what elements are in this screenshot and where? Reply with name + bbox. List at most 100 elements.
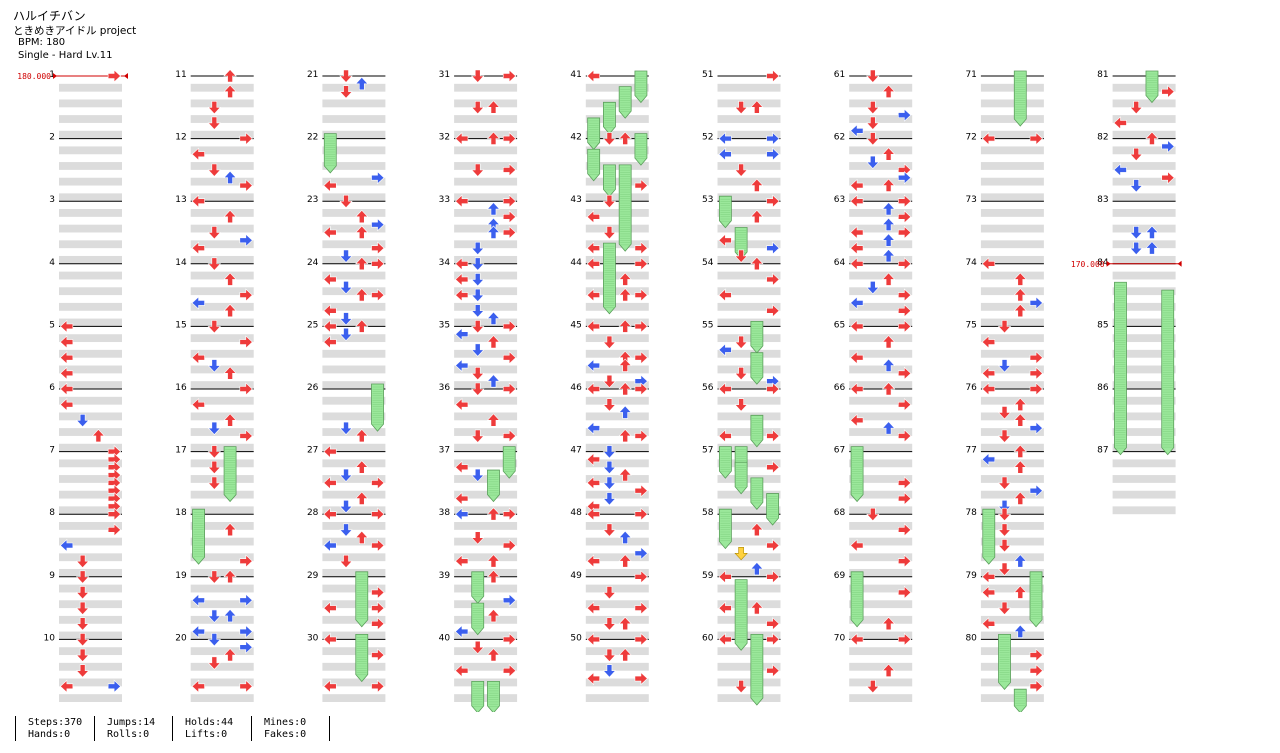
beat-band	[190, 287, 254, 296]
beat-band	[59, 381, 122, 389]
arrow-down-icon	[207, 609, 222, 623]
arrow-left-icon	[586, 358, 600, 373]
arrow-left-icon	[850, 241, 864, 255]
arrow-up-icon	[1013, 554, 1027, 568]
beat-band	[190, 240, 254, 249]
beat-band	[190, 475, 254, 483]
beat-band	[717, 600, 781, 609]
hold-note-down	[734, 461, 748, 495]
arrow-left-icon	[586, 601, 600, 615]
measure-number: 50	[570, 633, 582, 643]
arrow-right-icon	[766, 241, 780, 255]
beat-band	[454, 130, 518, 139]
beat-band	[59, 600, 122, 609]
arrow-up-icon	[881, 84, 896, 98]
measure-number: 3	[49, 195, 55, 205]
beat-band	[980, 177, 1044, 186]
arrow-down-icon	[339, 85, 353, 99]
beat-band	[980, 271, 1044, 280]
measure-56: 56	[702, 383, 781, 452]
hold-note-left	[192, 508, 205, 565]
arrow-left-icon	[850, 257, 864, 271]
beat-band	[454, 678, 518, 687]
arrow-left-icon	[850, 351, 864, 365]
arrow-down-icon	[339, 312, 353, 326]
stats-panel: Steps:370 Hands:0 Jumps:14 Rolls:0 Holds…	[0, 716, 420, 746]
beat-band	[59, 412, 122, 421]
hold-note-up	[618, 164, 632, 252]
measure-8: 8	[49, 508, 122, 577]
beat-band	[585, 568, 649, 577]
beat-band	[717, 662, 781, 671]
measure-number: 73	[965, 195, 976, 205]
arrow-up-icon	[618, 358, 632, 372]
arrow-left-icon	[718, 131, 732, 146]
hold-body	[323, 133, 337, 174]
arrow-right-icon	[502, 507, 517, 521]
measure-17: 17	[175, 446, 254, 515]
arrow-down-icon	[602, 523, 617, 537]
beat-band	[717, 553, 781, 562]
beat-band	[322, 177, 386, 186]
measure-82: 82	[1097, 133, 1176, 202]
arrow-up-icon	[486, 335, 501, 349]
beat-band	[849, 678, 913, 687]
arrow-left-icon	[323, 476, 337, 490]
beat-band	[849, 271, 913, 280]
arrow-left-icon	[850, 382, 864, 396]
measure-22: 22	[307, 133, 386, 202]
measure-number: 51	[702, 70, 713, 80]
measure-11: 11	[175, 70, 254, 139]
arrow-right-icon	[502, 210, 517, 224]
arrow-right-icon	[239, 593, 253, 607]
measure-number: 20	[175, 633, 187, 643]
beat-band	[585, 631, 649, 640]
beat-band	[849, 396, 913, 405]
beat-band	[322, 287, 386, 296]
beat-band	[585, 209, 649, 217]
arrow-right-icon	[371, 601, 385, 615]
beat-band	[585, 83, 649, 92]
arrow-right-icon	[502, 351, 517, 365]
arrow-up-icon	[355, 319, 369, 333]
beat-band	[59, 522, 122, 530]
hold-body	[1013, 70, 1027, 127]
beat-band	[849, 381, 913, 389]
arrow-up-icon	[223, 272, 237, 286]
arrow-down-icon	[471, 288, 485, 303]
measure-number: 38	[439, 508, 451, 518]
beat-band	[980, 662, 1044, 671]
measure-number: 80	[965, 633, 977, 643]
beat-band	[59, 318, 122, 327]
measure-71: 71	[965, 70, 1044, 139]
hold-body	[587, 148, 601, 182]
arrow-left-icon	[191, 296, 205, 310]
measure-3: 3	[49, 195, 122, 264]
arrow-right-icon	[371, 241, 385, 255]
beat-band	[1112, 302, 1176, 311]
beat-band	[454, 459, 518, 468]
beat-band	[190, 506, 254, 515]
beat-band	[190, 146, 254, 155]
arrow-up-icon	[750, 562, 764, 576]
beat-band	[585, 662, 649, 671]
measure-number: 14	[175, 258, 187, 268]
beat-band	[849, 553, 913, 562]
arrow-up-icon	[618, 554, 632, 568]
beat-band	[454, 271, 518, 280]
beat-band	[59, 568, 122, 577]
arrow-right-icon	[1029, 366, 1043, 381]
hold-note-down	[603, 164, 616, 197]
arrow-up-icon	[881, 249, 896, 263]
beat-band	[849, 365, 913, 374]
beat-band	[59, 224, 122, 233]
arrow-left-icon	[586, 476, 600, 490]
beat-band	[322, 396, 386, 405]
beat-band	[454, 381, 518, 389]
beat-band	[322, 428, 386, 436]
arrow-down-icon	[602, 132, 617, 146]
beat-band	[717, 443, 781, 452]
hold-body	[223, 446, 237, 503]
arrow-down-icon	[997, 562, 1012, 576]
beat-band	[717, 678, 781, 687]
